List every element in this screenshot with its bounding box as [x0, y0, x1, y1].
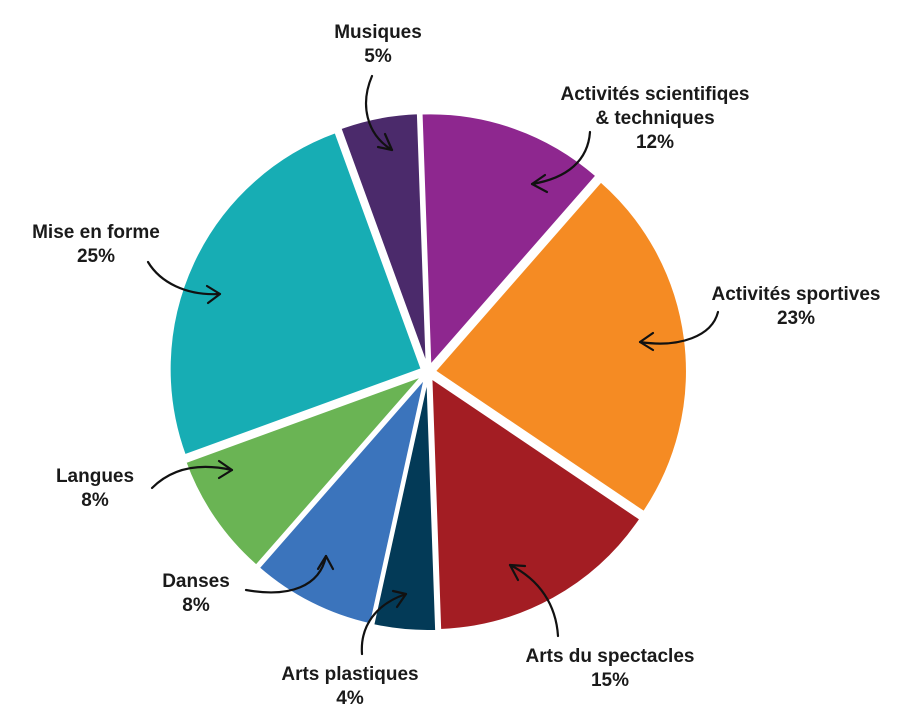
slice-label-0-line-1: & techniques [595, 108, 714, 129]
slice-label-7-line-0: Musiques [334, 22, 422, 43]
slice-value-label-2: 15% [591, 670, 629, 691]
label-arrowhead-1 [638, 331, 655, 352]
pie-slice-3 [372, 378, 438, 632]
slice-label-0-line-0: Activités scientifiqes [560, 84, 749, 105]
pie-slice-2 [430, 376, 642, 632]
label-arrow-1 [638, 310, 720, 345]
slice-label-5-line-0: Langues [56, 466, 134, 487]
slice-label-1-line-0: Activités sportives [712, 284, 881, 305]
pie-slice-1 [433, 180, 688, 514]
slice-value-label-5: 8% [81, 490, 109, 511]
slice-label-4-line-0: Danses [162, 571, 230, 592]
slice-label-6-line-0: Mise en forme [32, 222, 160, 243]
pie-slice-7 [339, 112, 428, 366]
slice-labels: Activités scientifiqes & techniques 12% Act… [32, 22, 880, 709]
label-arrow-3 [360, 592, 408, 656]
label-arrowhead-2 [508, 563, 527, 582]
pie-slice-4 [257, 377, 426, 626]
label-arrow-6 [146, 260, 222, 296]
pie-slices [168, 112, 688, 632]
slice-value-label-1: 23% [777, 308, 815, 329]
slice-label-3-line-0: Arts plastiques [281, 664, 418, 685]
slice-value-label-0: 12% [636, 132, 674, 153]
slice-value-label-3: 4% [336, 688, 364, 709]
slice-label-2-line-0: Arts du spectacles [526, 646, 695, 667]
slice-value-label-6: 25% [77, 246, 115, 267]
label-arrowhead-0 [530, 173, 549, 194]
label-arrowhead-5 [217, 459, 234, 480]
pie-slice-5 [184, 375, 423, 567]
label-arrow-2 [508, 563, 560, 638]
label-arrowhead-6 [205, 284, 222, 305]
slice-value-label-7: 5% [364, 46, 392, 67]
label-arrowhead-7 [376, 132, 394, 152]
label-arrow-4 [244, 554, 328, 594]
label-arrow-0 [530, 130, 592, 186]
label-arrowhead-4 [316, 554, 335, 571]
pie-slice-6 [168, 130, 423, 457]
label-arrowhead-3 [391, 589, 408, 609]
pie-slice-0 [420, 112, 598, 368]
label-arrow-5 [150, 465, 234, 490]
slice-value-label-4: 8% [182, 595, 210, 616]
label-arrow-7 [365, 74, 394, 152]
